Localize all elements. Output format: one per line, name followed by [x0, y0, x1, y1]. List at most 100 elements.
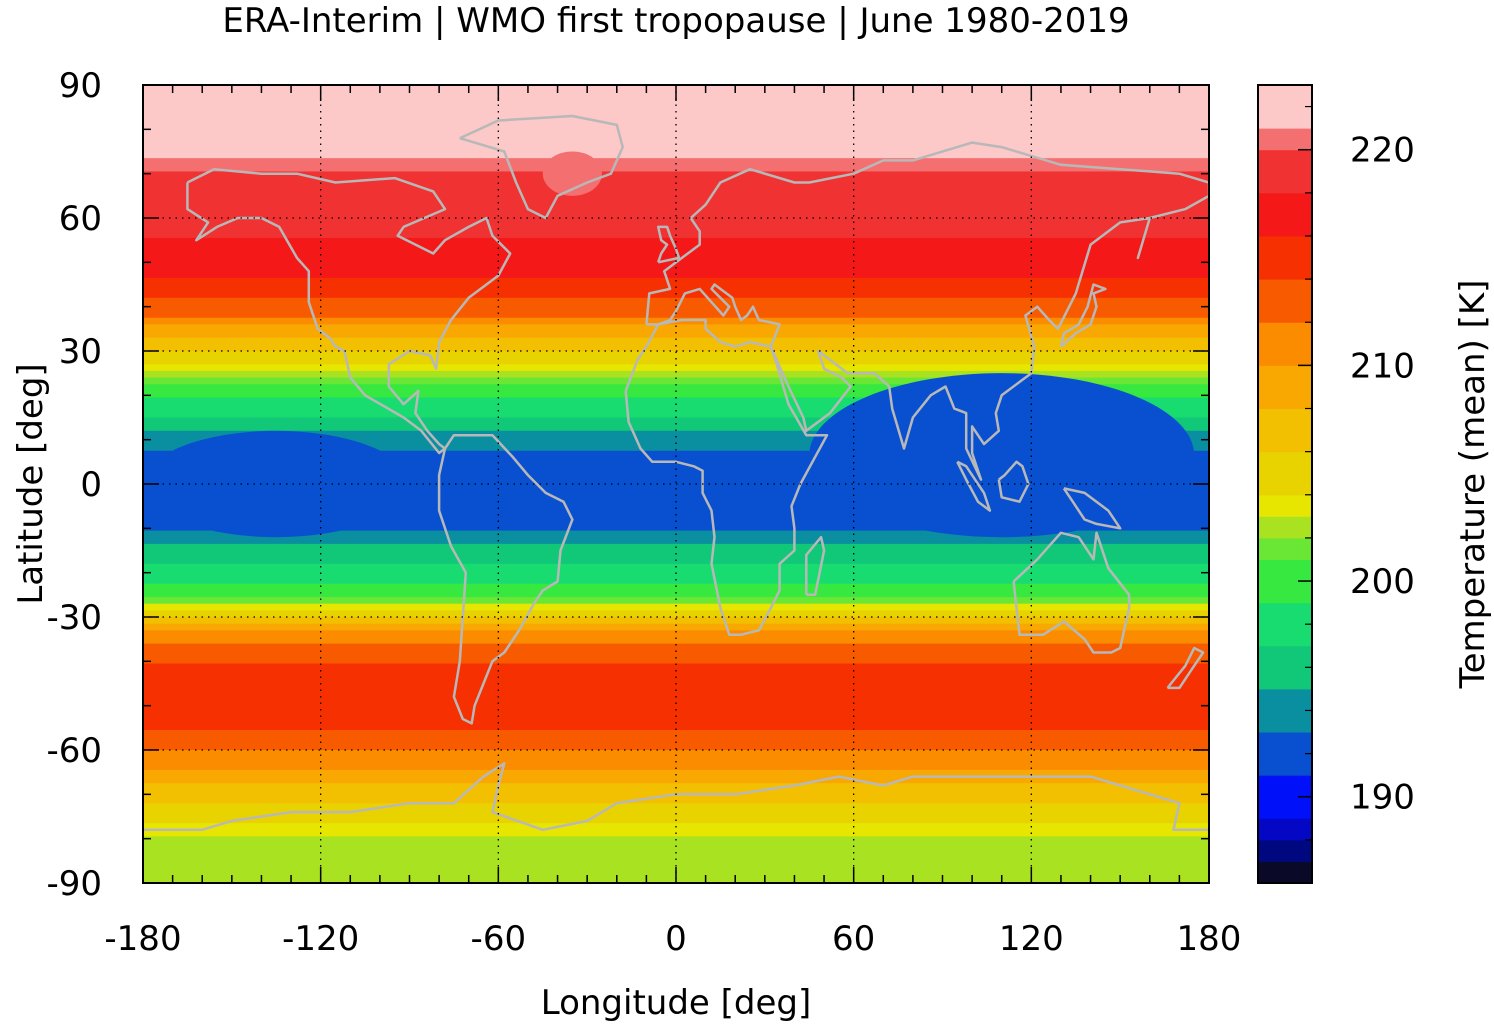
x-tick-label: -120 [282, 919, 359, 959]
coastline-africa [624, 318, 829, 636]
temperature-band [143, 730, 1209, 738]
colorbar-ticks: 190 200 210 220 [1298, 105, 1415, 884]
temperature-band [143, 636, 1209, 645]
colorbar-tick-label: 220 [1350, 131, 1415, 171]
temperature-band [143, 756, 1209, 764]
temperature-band [143, 410, 1209, 419]
temperature-band [143, 603, 1209, 611]
temperature-band [143, 670, 1209, 678]
coastlines [143, 114, 1209, 832]
temperature-band [143, 577, 1209, 585]
temperature-band [143, 663, 1209, 671]
x-axis-label: Longitude [deg] [541, 983, 812, 1023]
temperature-band [143, 291, 1209, 299]
temperature-band [143, 158, 1209, 166]
regional-anomalies [143, 151, 1195, 538]
temperature-band [143, 377, 1209, 385]
temperature-band [143, 769, 1209, 778]
temperature-band [143, 650, 1209, 658]
temperature-band [143, 430, 1209, 439]
temperature-band [143, 470, 1209, 478]
x-tick-label: 180 [1177, 919, 1242, 959]
temperature-band [143, 623, 1209, 631]
colorbar-swatch [1258, 192, 1312, 237]
temperature-band [143, 191, 1209, 199]
temperature-band [143, 497, 1209, 505]
colorbar-swatch [1258, 408, 1312, 453]
y-tick-label: -90 [46, 864, 102, 904]
temperature-band [143, 736, 1209, 744]
temperature-band [143, 297, 1209, 306]
temperature-band [143, 111, 1209, 119]
temperature-band [143, 364, 1209, 372]
colorbar-swatch [1258, 235, 1312, 280]
temperature-band [143, 776, 1209, 784]
y-tick-label: -60 [46, 731, 102, 771]
temperature-band [143, 118, 1209, 126]
temperature-band [143, 284, 1209, 292]
y-tick-labels: 90 60 30 0 -30 -60 -90 [46, 66, 102, 904]
temperature-band [143, 164, 1209, 173]
temperature-band [143, 437, 1209, 445]
temperature-band [143, 184, 1209, 192]
coastline-sumatra [956, 460, 992, 512]
temperature-band [143, 690, 1209, 698]
temperature-band [143, 98, 1209, 106]
coastline-japan [1059, 283, 1107, 348]
colorbar-swatch [1258, 645, 1312, 690]
temperature-band [143, 357, 1209, 365]
temperature-band [143, 404, 1209, 412]
temperature-band [143, 570, 1209, 578]
x-tick-label: 60 [832, 919, 875, 959]
temperature-band [143, 424, 1209, 432]
temperature-anomaly-region [542, 151, 602, 196]
temperature-band [143, 763, 1209, 771]
y-tick-label: 0 [80, 465, 102, 505]
temperature-band [143, 417, 1209, 425]
temperature-band [143, 783, 1209, 791]
temperature-band [143, 716, 1209, 724]
temperature-band [143, 304, 1209, 312]
colorbar-tick-label: 190 [1350, 778, 1415, 818]
temperature-band [143, 370, 1209, 379]
colorbar-tick-label: 200 [1350, 562, 1415, 602]
temperature-band [143, 311, 1209, 319]
colorbar-swatch [1258, 516, 1312, 539]
coastline-new-guinea [1062, 487, 1122, 530]
temperature-band [143, 138, 1209, 146]
colorbar-swatch [1258, 818, 1312, 841]
coastline-british-isles [656, 225, 681, 264]
colorbar-swatch [1258, 279, 1312, 323]
temperature-band [143, 856, 1209, 864]
y-tick-label: 30 [59, 332, 102, 372]
x-tick-label: 0 [665, 919, 687, 959]
gridlines [143, 85, 1209, 883]
colorbar-swatch [1258, 322, 1312, 366]
temperature-band [143, 703, 1209, 711]
temperature-band [143, 723, 1209, 731]
coastline-madagascar [805, 535, 826, 597]
x-tick-label: -60 [471, 919, 527, 959]
temperature-band [143, 450, 1209, 458]
colorbar-swatch [1258, 149, 1312, 194]
temperature-band [143, 490, 1209, 498]
temperature-band [143, 331, 1209, 339]
y-tick-label: -30 [46, 598, 102, 638]
colorbar-tick-label: 210 [1350, 346, 1415, 386]
temperature-band [143, 696, 1209, 705]
temperature-band [143, 710, 1209, 718]
temperature-band [143, 863, 1209, 871]
y-tick-label: 90 [59, 66, 102, 106]
temperature-band [143, 390, 1209, 399]
colorbar-swatch [1258, 732, 1312, 776]
x-tick-label: 120 [999, 919, 1064, 959]
temperature-band [143, 464, 1209, 472]
temperature-band [143, 344, 1209, 352]
temperature-band [143, 124, 1209, 133]
colorbar-swatch [1258, 451, 1312, 496]
temperature-band [143, 583, 1209, 591]
temperature-band [143, 617, 1209, 625]
axis-ticks [142, 84, 1210, 884]
temperature-anomaly-region [809, 373, 1195, 538]
temperature-band [143, 171, 1209, 179]
